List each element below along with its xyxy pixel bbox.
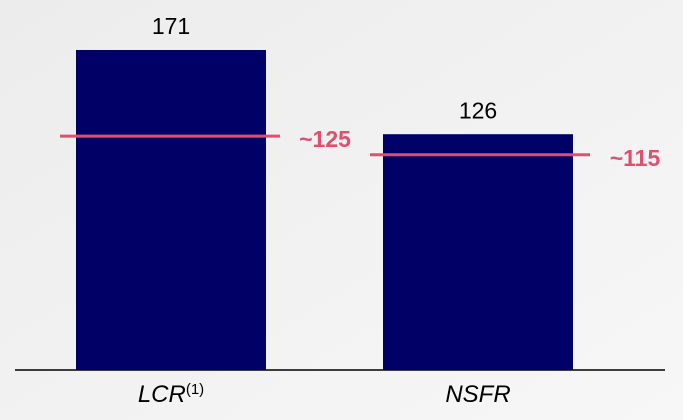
threshold-label: ~125 <box>299 126 351 152</box>
category-name: NSFR <box>445 381 510 408</box>
threshold-label: ~115 <box>610 145 661 171</box>
bar <box>383 134 573 370</box>
data-label: 171 <box>152 13 190 39</box>
x-tick-label: NSFR <box>445 381 510 408</box>
category-name: LCR <box>138 381 186 408</box>
x-tick-label: LCR(1) <box>138 381 204 408</box>
bar <box>76 50 266 370</box>
data-label: 126 <box>459 97 497 123</box>
footnote-mark: (1) <box>186 381 204 398</box>
